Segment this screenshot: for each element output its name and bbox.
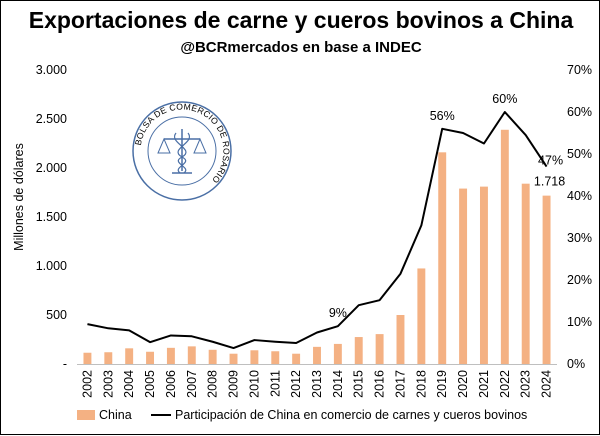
- bar: [521, 183, 530, 364]
- x-tick-label: 2004: [122, 370, 136, 398]
- bar: [417, 268, 426, 364]
- y-tick-label: 2.000: [36, 161, 67, 175]
- y2-tick-label: 30%: [567, 231, 592, 245]
- x-tick-label: 2006: [164, 370, 178, 398]
- x-tick-label: 2002: [80, 370, 94, 398]
- x-tick-label: 2019: [435, 370, 449, 398]
- x-tick-label: 2008: [206, 370, 220, 398]
- x-tick-label: 2010: [247, 370, 261, 398]
- x-tick-label: 2013: [310, 370, 324, 398]
- y2-tick-label: 70%: [567, 63, 592, 77]
- y-tick-label: 3.000: [36, 63, 67, 77]
- x-tick-label: 2015: [352, 370, 366, 398]
- y2-tick-label: 50%: [567, 147, 592, 161]
- y-tick-label: 1.500: [36, 210, 67, 224]
- bar: [229, 353, 238, 364]
- x-tick-label: 2018: [414, 370, 428, 398]
- bar: [104, 352, 113, 364]
- bar: [125, 348, 134, 364]
- bar: [500, 129, 509, 364]
- y2-tick-label: 20%: [567, 273, 592, 287]
- x-tick-label: 2005: [143, 370, 157, 398]
- data-label: 47%: [538, 154, 563, 168]
- y-tick-label: 1.000: [36, 259, 67, 273]
- bar: [313, 346, 321, 364]
- bar: [542, 195, 551, 364]
- bar: [333, 343, 342, 364]
- participation-line: [87, 111, 548, 350]
- y-tick-label: 500: [46, 308, 67, 322]
- y-tick-label: 2.500: [36, 112, 67, 126]
- legend-swatch-bar: [77, 410, 95, 420]
- seal-logo: BOLSA DE COMERCIO DE ROSARIO: [132, 101, 232, 201]
- x-tick-label: 2024: [540, 370, 554, 398]
- x-tick-label: 2011: [268, 370, 282, 397]
- bar: [83, 352, 92, 364]
- x-tick-label: 2023: [519, 370, 533, 398]
- x-tick-label: 2009: [227, 370, 241, 398]
- x-tick-label: 2017: [393, 370, 407, 398]
- bar: [375, 334, 384, 364]
- bar: [438, 152, 447, 364]
- bar: [187, 346, 196, 364]
- x-tick-label: 2014: [331, 370, 345, 398]
- x-tick-label: 2003: [101, 370, 115, 398]
- chart-title: Exportaciones de carne y cueros bovinos …: [28, 7, 574, 33]
- y2-tick-label: 0%: [567, 357, 585, 371]
- bar: [354, 337, 363, 364]
- data-label: 60%: [492, 92, 517, 106]
- chart-subtitle: @BCRmercados en base a INDEC: [180, 39, 422, 56]
- data-label: 1.718: [534, 175, 565, 189]
- bar: [292, 353, 301, 364]
- bar: [479, 186, 488, 364]
- bar: [250, 350, 259, 364]
- bar: [396, 315, 405, 364]
- y-tick-label: -: [63, 357, 67, 371]
- legend-label: Participación de China en comercio de ca…: [175, 408, 527, 422]
- bar: [208, 349, 217, 364]
- x-tick-label: 2020: [456, 370, 470, 398]
- data-label: 9%: [329, 306, 347, 320]
- x-tick-label: 2007: [185, 370, 199, 398]
- y2-tick-label: 10%: [567, 315, 592, 329]
- y2-tick-label: 40%: [567, 189, 592, 203]
- bar: [271, 351, 280, 364]
- legend-label: China: [99, 408, 132, 422]
- bar: [459, 188, 468, 364]
- data-label: 56%: [430, 109, 455, 123]
- x-tick-label: 2012: [289, 370, 303, 398]
- y2-tick-label: 60%: [567, 105, 592, 119]
- x-tick-label: 2016: [373, 370, 387, 398]
- x-tick-label: 2022: [498, 370, 512, 398]
- x-tick-label: 2021: [477, 370, 491, 398]
- bar: [166, 347, 175, 364]
- y-axis-title: Millones de dólares: [12, 143, 26, 251]
- bar: [146, 351, 155, 364]
